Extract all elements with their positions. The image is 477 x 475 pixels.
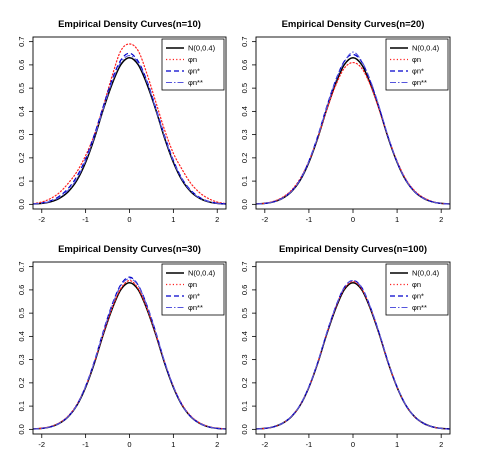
x-tick-label: -1 <box>82 215 89 224</box>
x-tick-label: -1 <box>306 215 313 224</box>
y-tick-label: 0.1 <box>240 401 249 411</box>
x-tick-label: 2 <box>439 440 443 449</box>
y-tick-label: 0.1 <box>17 176 26 186</box>
x-tick-label: -1 <box>82 440 89 449</box>
panel-3: Empirical Density Curves(n=30) -2 -1 0 1 2 0.0… <box>17 244 227 449</box>
x-tick-label: -2 <box>261 215 268 224</box>
x-tick-label: 2 <box>215 440 219 449</box>
legend-label: φn <box>188 55 197 64</box>
y-tick-label: 0.3 <box>240 354 249 364</box>
y-tick-label: 0.6 <box>240 285 249 295</box>
legend-label: N(0,0.4) <box>412 269 440 278</box>
curves <box>256 51 450 205</box>
y-tick-label: 0.6 <box>17 60 26 70</box>
series-line-3 <box>33 52 226 205</box>
panel-2: Empirical Density Curves(n=20) -2 -1 0 1 2 0.0… <box>240 19 451 224</box>
x-tick-label: 2 <box>215 215 219 224</box>
panel-1: Empirical Density Curves(n=10) -2 -1 0 1 2 0.0… <box>17 19 227 224</box>
y-tick-label: 0.7 <box>17 36 26 46</box>
x-tick-label: 1 <box>395 440 399 449</box>
curves <box>33 43 226 205</box>
panel-title: Empirical Density Curves(n=100) <box>279 244 427 255</box>
series-line-2 <box>256 61 450 205</box>
legend-label: φn <box>412 280 421 289</box>
series-line-4 <box>256 280 450 430</box>
y-tick-label: 0.7 <box>240 261 249 271</box>
x-tick-label: 0 <box>127 215 131 224</box>
x-tick-label: 1 <box>395 215 399 224</box>
y-tick-label: 0.4 <box>17 331 26 341</box>
legend-label: φn* <box>188 67 200 76</box>
y-tick-label: 0.5 <box>17 308 26 318</box>
y-tick-label: 0.5 <box>240 308 249 318</box>
legend: N(0,0.4) φn φn* φn** <box>161 263 225 316</box>
y-tick-label: 0.6 <box>240 60 249 70</box>
series-line-4 <box>33 55 226 205</box>
y-tick-label: 0.6 <box>17 285 26 295</box>
x-tick-label: -2 <box>38 215 45 224</box>
y-tick-label: 0.5 <box>17 83 26 93</box>
legend-label: N(0,0.4) <box>188 44 216 53</box>
x-tick-label: 1 <box>171 215 175 224</box>
x-tick-label: 0 <box>127 440 131 449</box>
series-line-4 <box>256 51 450 205</box>
legend-label: φn** <box>412 78 427 87</box>
y-tick-label: 0.1 <box>17 401 26 411</box>
legend-label: φn** <box>188 78 203 87</box>
series-line-1 <box>33 56 226 205</box>
y-tick-label: 0.3 <box>17 129 26 139</box>
y-tick-label: 0.4 <box>240 106 249 116</box>
y-tick-label: 0.2 <box>240 378 249 388</box>
panel-title: Empirical Density Curves(n=20) <box>282 19 425 30</box>
y-tick-label: 0.0 <box>240 199 249 209</box>
y-tick-label: 0.0 <box>240 424 249 434</box>
legend-label: φn* <box>412 67 424 76</box>
x-tick-label: 0 <box>351 215 355 224</box>
x-tick-label: 2 <box>439 215 443 224</box>
y-tick-label: 0.4 <box>240 331 249 341</box>
curves <box>256 279 450 430</box>
legend-label: N(0,0.4) <box>188 269 216 278</box>
x-tick-label: -1 <box>306 440 313 449</box>
legend-label: φn <box>188 280 197 289</box>
legend: N(0,0.4) φn φn* φn** <box>385 38 449 91</box>
legend-label: φn <box>412 55 421 64</box>
y-tick-label: 0.2 <box>240 153 249 163</box>
y-tick-label: 0.2 <box>17 378 26 388</box>
x-tick-label: -2 <box>38 440 45 449</box>
y-tick-label: 0.3 <box>240 129 249 139</box>
curves <box>33 276 226 430</box>
y-tick-label: 0.5 <box>240 83 249 93</box>
y-tick-label: 0.0 <box>17 424 26 434</box>
legend-label: φn* <box>412 292 424 301</box>
legend-label: φn** <box>188 303 203 312</box>
panel-title: Empirical Density Curves(n=10) <box>58 19 201 30</box>
legend: N(0,0.4) φn φn* φn** <box>385 263 449 316</box>
y-tick-label: 0.2 <box>17 153 26 163</box>
series-line-4 <box>33 278 226 430</box>
y-tick-label: 0.7 <box>17 261 26 271</box>
x-tick-label: 1 <box>171 440 175 449</box>
panel-4: Empirical Density Curves(n=100) -2 -1 0 1 2 0.… <box>240 244 451 449</box>
y-tick-label: 0.7 <box>240 36 249 46</box>
x-tick-label: 0 <box>351 440 355 449</box>
y-tick-label: 0.3 <box>17 354 26 364</box>
legend: N(0,0.4) φn φn* φn** <box>161 38 225 91</box>
y-tick-label: 0.4 <box>17 106 26 116</box>
y-tick-label: 0.0 <box>17 199 26 209</box>
legend-label: N(0,0.4) <box>412 44 440 53</box>
y-tick-label: 0.1 <box>240 176 249 186</box>
legend-label: φn* <box>188 292 200 301</box>
x-tick-label: -2 <box>261 440 268 449</box>
series-line-2 <box>33 43 226 205</box>
legend-label: φn** <box>412 303 427 312</box>
panel-title: Empirical Density Curves(n=30) <box>58 244 201 255</box>
